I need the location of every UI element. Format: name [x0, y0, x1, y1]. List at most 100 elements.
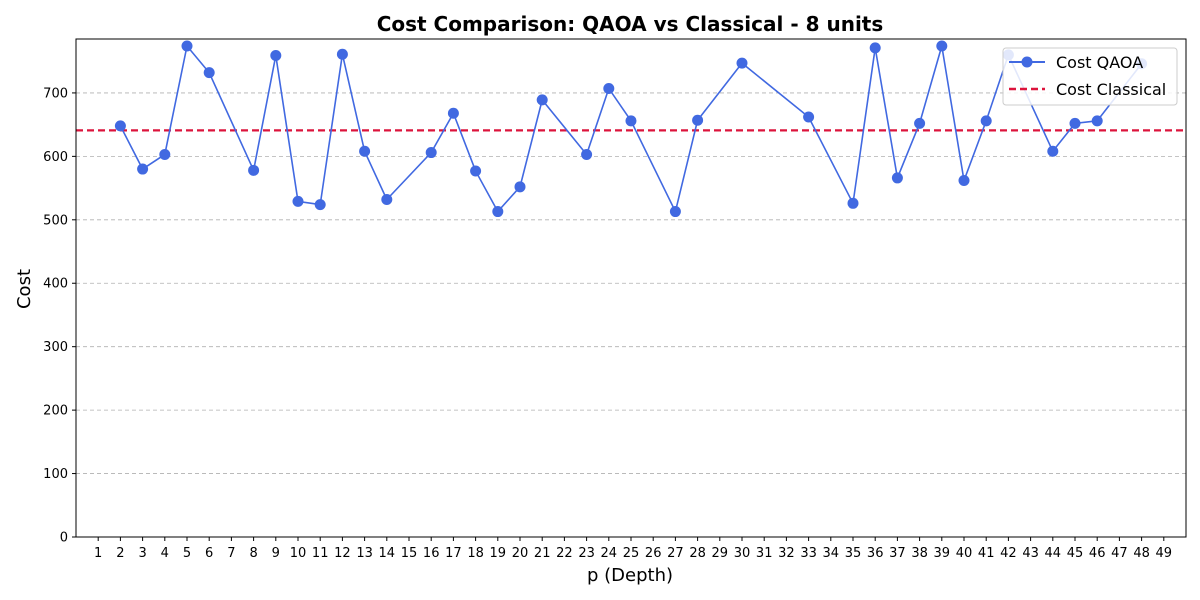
x-tick-label: 35: [845, 546, 862, 561]
x-tick-label: 15: [401, 546, 418, 561]
qaoa-data-point: [314, 199, 326, 211]
qaoa-data-point: [159, 148, 171, 160]
y-tick-label: 400: [43, 277, 68, 292]
x-tick-label: 33: [800, 546, 817, 561]
qaoa-data-point: [958, 174, 970, 186]
legend: Cost QAOA Cost Classical: [1002, 47, 1178, 106]
x-tick-label: 37: [889, 546, 906, 561]
x-tick-label: 20: [512, 546, 529, 561]
x-tick-label: 2: [116, 546, 124, 561]
x-tick-label: 32: [778, 546, 795, 561]
x-tick-label: 22: [556, 546, 573, 561]
x-tick-label: 36: [867, 546, 884, 561]
x-tick-label: 17: [445, 546, 462, 561]
qaoa-data-point: [181, 40, 193, 52]
qaoa-data-point: [359, 145, 371, 157]
qaoa-data-point: [914, 117, 926, 129]
qaoa-data-point: [536, 94, 548, 106]
x-axis-label: p (Depth): [587, 565, 673, 586]
y-tick-label: 200: [43, 404, 68, 419]
qaoa-data-point: [692, 114, 704, 126]
x-tick-label: 28: [689, 546, 706, 561]
x-tick-label: 29: [712, 546, 729, 561]
x-tick-label: 7: [227, 546, 235, 561]
x-tick-label: 23: [578, 546, 595, 561]
x-tick-label: 11: [312, 546, 329, 561]
qaoa-data-point: [1069, 117, 1081, 129]
qaoa-data-point: [1091, 115, 1103, 127]
x-tick-label: 25: [623, 546, 640, 561]
y-tick-label: 600: [43, 150, 68, 165]
x-tick-label: 49: [1156, 546, 1173, 561]
x-tick-label: 42: [1000, 546, 1017, 561]
x-tick-label: 39: [934, 546, 951, 561]
qaoa-series-layer: [114, 40, 1148, 218]
x-tick-label: 43: [1022, 546, 1039, 561]
x-tick-label: 3: [138, 546, 146, 561]
qaoa-data-point: [203, 67, 215, 79]
qaoa-data-point: [470, 165, 482, 177]
qaoa-data-point: [425, 147, 437, 159]
x-tick-label: 47: [1111, 546, 1128, 561]
x-tick-label: 48: [1133, 546, 1150, 561]
x-tick-label: 40: [956, 546, 973, 561]
x-tick-label: 31: [756, 546, 773, 561]
qaoa-data-point: [736, 57, 748, 69]
x-tick-label: 14: [379, 546, 396, 561]
legend-qaoa-marker: [1021, 56, 1033, 68]
chart-title: Cost Comparison: QAOA vs Classical - 8 u…: [377, 12, 884, 36]
qaoa-data-point: [381, 194, 393, 206]
y-tick-label: 0: [60, 531, 68, 546]
legend-qaoa-label: Cost QAOA: [1056, 53, 1143, 72]
qaoa-data-point: [847, 197, 859, 209]
qaoa-data-point: [447, 107, 459, 119]
y-tick-label: 300: [43, 340, 68, 355]
qaoa-data-point: [292, 195, 304, 207]
x-tick-label: 1: [94, 546, 102, 561]
qaoa-data-point: [514, 181, 526, 193]
y-axis-label: Cost: [14, 269, 35, 309]
qaoa-data-point: [114, 120, 126, 132]
qaoa-data-point: [936, 40, 948, 52]
x-tick-label: 4: [161, 546, 169, 561]
x-tick-label: 24: [601, 546, 618, 561]
qaoa-data-point: [669, 206, 681, 218]
y-tick-label: 700: [43, 86, 68, 101]
x-axis-ticks: 1 2 3 4 5 6 7 8 9 10 11 12 13 14 15 16 17 18 19 20 21 22 23 24 2…: [94, 537, 1172, 561]
x-tick-label: 30: [734, 546, 751, 561]
x-tick-label: 6: [205, 546, 213, 561]
x-tick-label: 19: [490, 546, 507, 561]
x-tick-label: 21: [534, 546, 551, 561]
qaoa-data-point: [891, 172, 903, 184]
qaoa-data-point: [869, 42, 881, 54]
qaoa-data-point: [248, 164, 260, 176]
qaoa-data-point: [137, 163, 149, 175]
x-tick-label: 41: [978, 546, 995, 561]
qaoa-data-point: [980, 115, 992, 127]
x-tick-label: 8: [249, 546, 257, 561]
qaoa-data-point: [1047, 145, 1059, 157]
x-tick-label: 10: [290, 546, 307, 561]
qaoa-data-point: [492, 206, 504, 218]
x-tick-label: 16: [423, 546, 440, 561]
x-tick-label: 44: [1045, 546, 1062, 561]
x-tick-label: 46: [1089, 546, 1106, 561]
qaoa-cost-line: [119, 44, 1143, 214]
plot-frame: [75, 38, 1187, 538]
x-tick-label: 27: [667, 546, 684, 561]
y-axis-ticks: 0 100 200 300 400 500 600 700: [43, 86, 76, 546]
x-tick-label: 9: [272, 546, 280, 561]
qaoa-data-point: [270, 49, 282, 61]
x-tick-label: 38: [911, 546, 928, 561]
x-tick-label: 5: [183, 546, 191, 561]
y-tick-label: 500: [43, 213, 68, 228]
y-tick-label: 100: [43, 467, 68, 482]
x-tick-label: 26: [645, 546, 662, 561]
x-tick-label: 13: [356, 546, 373, 561]
qaoa-data-point: [603, 82, 615, 94]
x-tick-label: 34: [823, 546, 840, 561]
qaoa-data-point: [336, 48, 348, 60]
qaoa-data-point: [581, 148, 593, 160]
